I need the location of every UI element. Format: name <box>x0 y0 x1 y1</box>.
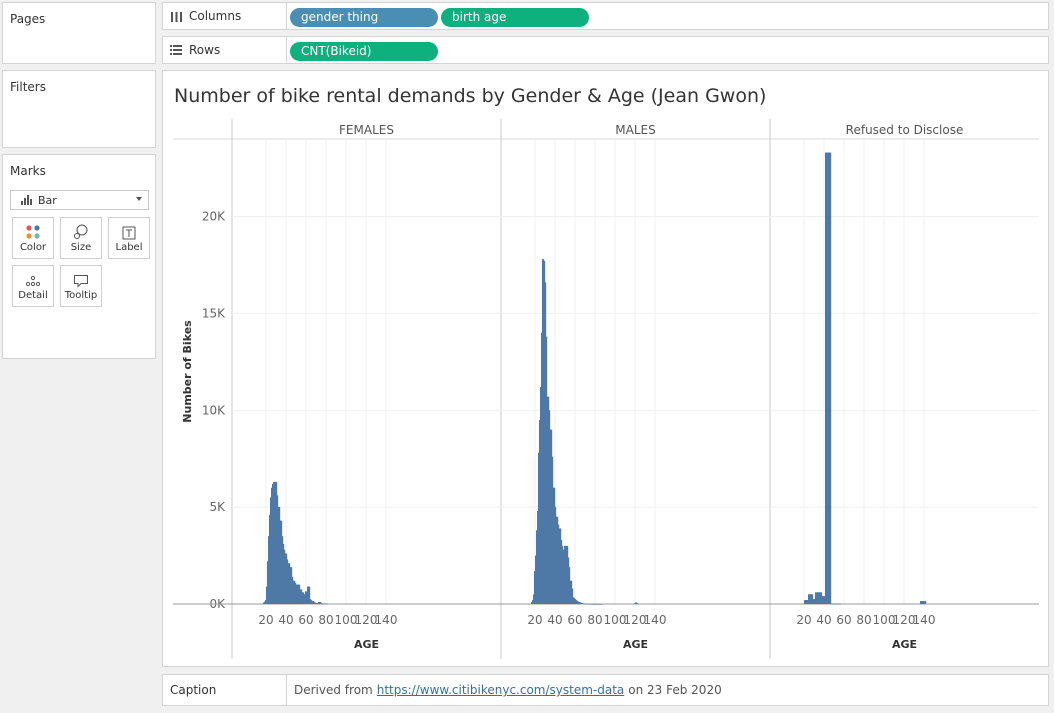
y-tick-label: 5K <box>209 500 226 514</box>
chevron-down-icon <box>136 197 142 201</box>
marks-card: Marks Bar Color Size Label Detail Toolti… <box>2 154 156 359</box>
x-tick-label: 20 <box>258 613 273 627</box>
pages-title: Pages <box>10 12 46 26</box>
pane-header: FEMALES <box>339 123 394 137</box>
bar <box>829 152 832 604</box>
x-tick-label: 100 <box>604 613 627 627</box>
x-tick-label: 60 <box>836 613 851 627</box>
pill-cnt-bikeid[interactable]: CNT(Bikeid) <box>290 42 438 61</box>
bar <box>924 601 927 604</box>
x-axis-title: AGE <box>623 638 648 651</box>
bar <box>600 603 603 605</box>
rows-icon <box>169 45 183 55</box>
bar <box>319 602 322 604</box>
x-tick-label: 100 <box>335 613 358 627</box>
bar <box>308 586 311 604</box>
mark-type-dropdown[interactable]: Bar <box>10 190 149 210</box>
bar <box>839 603 842 605</box>
x-axis-title: AGE <box>892 638 917 651</box>
tooltip-button[interactable]: Tooltip <box>60 265 102 307</box>
bar <box>326 603 329 605</box>
bar <box>571 588 574 604</box>
y-axis-title: Number of Bikes <box>181 320 194 423</box>
caption-link[interactable]: https://www.citibikenyc.com/system-data <box>376 683 625 697</box>
viz-pane: Number of bike rental demands by Gender … <box>162 70 1049 667</box>
size-icon <box>74 224 88 239</box>
x-tick-label: 80 <box>856 613 871 627</box>
size-button[interactable]: Size <box>60 217 102 259</box>
x-tick-label: 60 <box>298 613 313 627</box>
chart-title: Number of bike rental demands by Gender … <box>174 85 767 107</box>
detail-label: Detail <box>18 290 48 301</box>
caption-prefix: Derived from <box>294 683 373 697</box>
label-icon <box>122 226 136 240</box>
y-tick-label: 20K <box>202 210 226 224</box>
color-icon <box>26 225 40 239</box>
columns-shelf[interactable]: Columns gender thing birth age <box>162 2 1049 30</box>
color-button[interactable]: Color <box>12 217 54 259</box>
x-tick-label: 140 <box>913 613 936 627</box>
x-tick-label: 20 <box>796 613 811 627</box>
y-tick-label: 10K <box>202 403 226 417</box>
pill-birth-age[interactable]: birth age <box>441 8 589 27</box>
caption-suffix: on 23 Feb 2020 <box>628 683 722 697</box>
x-tick-label: 100 <box>873 613 896 627</box>
columns-shelf-label: Columns <box>163 3 287 29</box>
x-tick-label: 140 <box>644 613 667 627</box>
pane-header: MALES <box>615 123 655 137</box>
label-label: Label <box>115 242 143 253</box>
caption-label: Caption <box>163 675 287 705</box>
pages-card[interactable]: Pages <box>2 2 156 64</box>
detail-button[interactable]: Detail <box>12 265 54 307</box>
x-tick-label: 80 <box>587 613 602 627</box>
filters-card[interactable]: Filters <box>2 70 156 148</box>
columns-label: Columns <box>189 9 242 23</box>
pane-header: Refused to Disclose <box>846 123 964 137</box>
x-tick-label: 120 <box>355 613 378 627</box>
mark-type-value: Bar <box>38 193 57 207</box>
caption-bar: Caption Derived from https://www.citibik… <box>162 674 1049 706</box>
color-label: Color <box>19 242 47 253</box>
bar-chart-icon <box>21 195 32 205</box>
rows-shelf[interactable]: Rows CNT(Bikeid) <box>162 36 1049 64</box>
x-tick-label: 40 <box>547 613 562 627</box>
x-tick-label: 120 <box>893 613 916 627</box>
rows-shelf-label: Rows <box>163 37 287 63</box>
bar <box>636 603 639 604</box>
detail-icon <box>25 275 41 287</box>
tooltip-icon <box>74 275 88 288</box>
x-tick-label: 40 <box>816 613 831 627</box>
columns-icon <box>169 11 183 22</box>
rows-label: Rows <box>189 43 221 57</box>
x-tick-label: 60 <box>567 613 582 627</box>
size-label: Size <box>70 242 92 253</box>
y-tick-label: 15K <box>202 306 226 320</box>
tooltip-label: Tooltip <box>64 290 98 301</box>
x-tick-label: 140 <box>375 613 398 627</box>
x-axis-title: AGE <box>354 638 379 651</box>
marks-title: Marks <box>10 164 46 178</box>
x-tick-label: 120 <box>624 613 647 627</box>
filters-title: Filters <box>10 80 46 94</box>
x-tick-label: 80 <box>318 613 333 627</box>
caption-text: Derived from https://www.citibikenyc.com… <box>294 675 722 705</box>
x-tick-label: 20 <box>527 613 542 627</box>
pill-gender-thing[interactable]: gender thing <box>290 8 438 27</box>
label-button[interactable]: Label <box>108 217 150 259</box>
x-tick-label: 40 <box>278 613 293 627</box>
